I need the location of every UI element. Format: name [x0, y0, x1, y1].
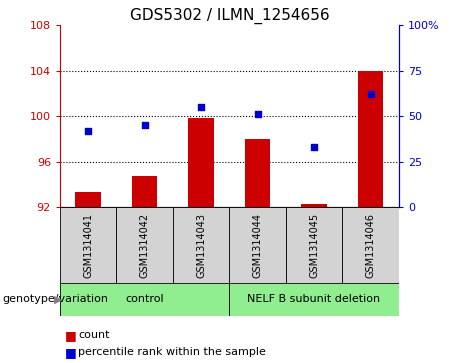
Text: count: count [78, 330, 110, 340]
Bar [286, 207, 342, 283]
Bar [60, 207, 116, 283]
Bar [229, 283, 399, 316]
Text: GSM1314042: GSM1314042 [140, 213, 150, 278]
Point [254, 111, 261, 117]
Text: GSM1314045: GSM1314045 [309, 213, 319, 278]
Point [197, 104, 205, 110]
Title: GDS5302 / ILMN_1254656: GDS5302 / ILMN_1254656 [130, 8, 329, 24]
Point [310, 144, 318, 150]
Bar [301, 204, 327, 207]
Text: ■: ■ [65, 329, 76, 342]
Bar [245, 139, 270, 207]
Text: percentile rank within the sample: percentile rank within the sample [78, 347, 266, 357]
Text: ▶: ▶ [54, 294, 63, 305]
Bar [358, 71, 383, 207]
Text: NELF B subunit deletion: NELF B subunit deletion [248, 294, 381, 305]
Text: genotype/variation: genotype/variation [2, 294, 108, 305]
Text: control: control [125, 294, 164, 305]
Bar [173, 207, 229, 283]
Point [141, 122, 148, 128]
Bar [189, 118, 214, 207]
Bar [76, 192, 101, 207]
Bar [229, 207, 286, 283]
Text: GSM1314041: GSM1314041 [83, 213, 93, 278]
Bar [132, 176, 157, 207]
Point [84, 128, 92, 134]
Text: GSM1314043: GSM1314043 [196, 213, 206, 278]
Bar [116, 207, 173, 283]
Bar [60, 283, 229, 316]
Text: ■: ■ [65, 346, 76, 359]
Text: GSM1314046: GSM1314046 [366, 213, 376, 278]
Bar [342, 207, 399, 283]
Point [367, 91, 374, 97]
Text: GSM1314044: GSM1314044 [253, 213, 263, 278]
